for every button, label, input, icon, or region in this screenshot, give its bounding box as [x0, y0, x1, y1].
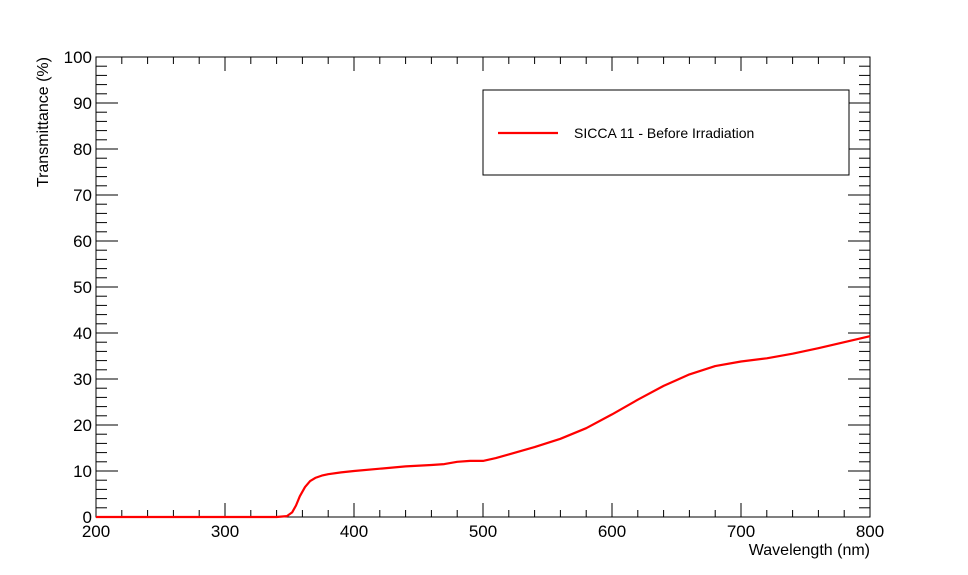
axis-tick-labels: 200 300 400 500 600 700 800 0 10 20 30 40 50 60 70 80 90… — [64, 48, 885, 541]
x-axis-label: Wavelength (nm) — [749, 542, 870, 559]
y-tick-label: 50 — [73, 278, 92, 297]
x-tick-label: 200 — [82, 522, 110, 541]
x-tick-label: 300 — [211, 522, 239, 541]
x-tick-label: 800 — [856, 522, 884, 541]
x-tick-label: 400 — [340, 522, 368, 541]
y-tick-label: 90 — [73, 94, 92, 113]
y-tick-label: 40 — [73, 324, 92, 343]
legend: SICCA 11 - Before Irradiation — [482, 89, 850, 176]
y-tick-label: 10 — [73, 462, 92, 481]
y-tick-label: 80 — [73, 140, 92, 159]
series-line-sicca-11 — [96, 335, 871, 519]
x-tick-label: 700 — [727, 522, 755, 541]
y-tick-label: 60 — [73, 232, 92, 251]
legend-box — [482, 89, 850, 176]
axis-ticks — [95, 56, 871, 518]
legend-entry-sicca-11: SICCA 11 - Before Irradiation — [574, 125, 754, 141]
y-tick-label: 20 — [73, 416, 92, 435]
y-tick-label: 70 — [73, 186, 92, 205]
y-tick-label: 30 — [73, 370, 92, 389]
x-tick-label: 600 — [598, 522, 626, 541]
y-tick-label: 100 — [64, 48, 92, 67]
x-tick-label: 500 — [469, 522, 497, 541]
y-axis-label: Transmittance (%) — [35, 57, 52, 187]
y-tick-label: 0 — [83, 508, 92, 527]
